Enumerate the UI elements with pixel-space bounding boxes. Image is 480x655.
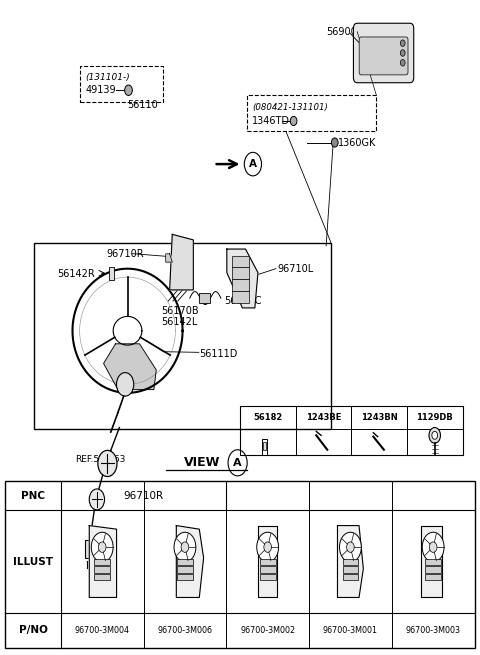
Bar	[240, 406, 463, 455]
Circle shape	[400, 60, 405, 66]
Circle shape	[98, 451, 117, 477]
Circle shape	[91, 533, 113, 562]
Text: 96710R: 96710R	[106, 249, 144, 259]
Bar	[177, 574, 193, 580]
Bar	[231, 255, 249, 267]
Bar	[231, 267, 249, 279]
Text: 96700-3M004: 96700-3M004	[75, 626, 130, 635]
Text: PNC: PNC	[21, 491, 45, 500]
Text: ILLUST: ILLUST	[13, 557, 53, 567]
Circle shape	[331, 138, 338, 147]
Circle shape	[181, 542, 189, 552]
Circle shape	[400, 40, 405, 47]
Polygon shape	[421, 525, 442, 597]
Text: 96700-3M006: 96700-3M006	[157, 626, 213, 635]
Text: REF.56-563: REF.56-563	[75, 455, 125, 464]
Bar	[34, 242, 331, 429]
Bar	[343, 574, 358, 580]
Bar	[260, 559, 276, 565]
Bar	[425, 574, 441, 580]
Bar	[343, 567, 358, 572]
FancyBboxPatch shape	[359, 37, 408, 75]
Text: 96700-3M003: 96700-3M003	[406, 626, 461, 635]
Bar	[80, 66, 163, 102]
Polygon shape	[104, 344, 156, 390]
Polygon shape	[176, 525, 204, 597]
Text: 49139: 49139	[85, 85, 116, 95]
Text: 56182: 56182	[253, 413, 282, 422]
Polygon shape	[89, 525, 117, 597]
Bar	[94, 574, 110, 580]
Bar	[231, 279, 249, 291]
Circle shape	[257, 533, 278, 562]
Polygon shape	[337, 525, 363, 597]
Text: 56991C: 56991C	[224, 295, 262, 306]
Circle shape	[429, 542, 437, 552]
Bar	[109, 267, 114, 280]
Text: 56110: 56110	[128, 100, 158, 110]
Circle shape	[174, 533, 196, 562]
Text: 56170B: 56170B	[161, 306, 199, 316]
Circle shape	[290, 117, 297, 126]
Text: 96710L: 96710L	[277, 264, 313, 274]
Circle shape	[347, 542, 354, 552]
Bar	[425, 567, 441, 572]
Circle shape	[89, 489, 105, 510]
Polygon shape	[166, 253, 172, 262]
Bar	[177, 559, 193, 565]
Text: 1243BN: 1243BN	[361, 413, 397, 422]
Text: P/NO: P/NO	[19, 626, 48, 635]
Circle shape	[429, 428, 441, 443]
Bar	[231, 291, 249, 303]
Bar	[85, 540, 99, 558]
Text: 1243BE: 1243BE	[306, 413, 341, 422]
Text: 1360GK: 1360GK	[338, 138, 376, 147]
Polygon shape	[227, 249, 258, 308]
Polygon shape	[169, 234, 193, 290]
Bar	[343, 559, 358, 565]
Bar	[94, 567, 110, 572]
Bar	[177, 567, 193, 572]
Bar	[263, 442, 266, 450]
Circle shape	[264, 542, 272, 552]
Text: 56142R: 56142R	[57, 269, 95, 279]
Circle shape	[98, 542, 106, 552]
Bar	[262, 439, 267, 455]
Text: (080421-131101): (080421-131101)	[252, 103, 328, 112]
FancyBboxPatch shape	[353, 23, 414, 83]
Text: A: A	[249, 159, 257, 169]
Text: 96700-3M001: 96700-3M001	[323, 626, 378, 635]
Text: 56142L: 56142L	[161, 317, 197, 328]
Circle shape	[432, 432, 438, 440]
Circle shape	[125, 85, 132, 96]
Text: 56111D: 56111D	[199, 348, 238, 359]
Bar	[5, 481, 475, 648]
Text: 1346TD: 1346TD	[252, 116, 290, 126]
Circle shape	[339, 533, 361, 562]
Text: 96710R: 96710R	[123, 491, 164, 500]
Text: (131101-): (131101-)	[85, 73, 130, 83]
Bar	[199, 293, 210, 303]
Bar	[260, 574, 276, 580]
Text: 1129DB: 1129DB	[416, 413, 453, 422]
Circle shape	[422, 533, 444, 562]
Text: A: A	[233, 458, 242, 468]
Bar	[247, 96, 376, 132]
Polygon shape	[259, 525, 277, 597]
Circle shape	[400, 50, 405, 56]
Circle shape	[117, 373, 134, 396]
Text: VIEW: VIEW	[183, 457, 220, 469]
Bar	[260, 567, 276, 572]
Bar	[425, 559, 441, 565]
Text: 56900: 56900	[326, 27, 357, 37]
Text: 96700-3M002: 96700-3M002	[240, 626, 295, 635]
Bar	[94, 559, 110, 565]
